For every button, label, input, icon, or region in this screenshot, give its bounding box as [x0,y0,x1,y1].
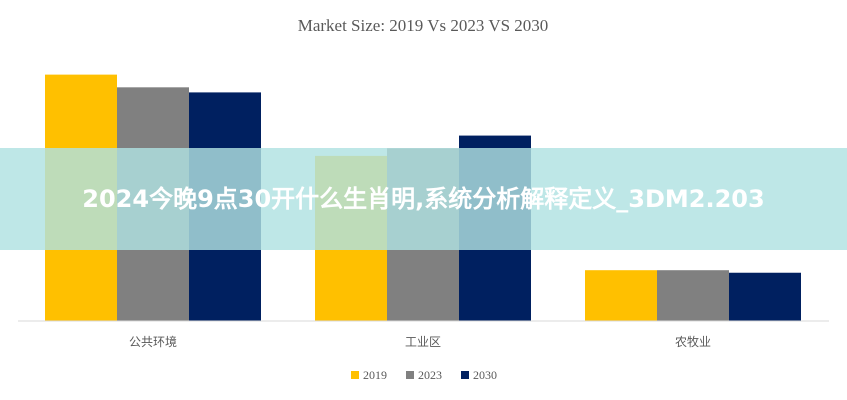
category-label: 工业区 [405,335,441,349]
overlay-banner: 2024今晚9点30开什么生肖明,系统分析解释定义_3DM2.203 [0,148,847,250]
legend-label-2019: 2019 [363,368,387,382]
chart-title: Market Size: 2019 Vs 2023 VS 2030 [298,16,549,35]
overlay-banner-text: 2024今晚9点30开什么生肖明,系统分析解释定义_3DM2.203 [82,185,765,213]
category-labels: 公共环境 工业区 农牧业 [129,334,711,349]
category-label: 农牧业 [675,335,711,349]
legend-label-2023: 2023 [418,368,442,382]
legend-swatch-2030 [461,371,469,379]
legend-label-2030: 2030 [473,368,497,382]
legend-swatch-2019 [351,371,359,379]
legend: 2019 2023 2030 [351,368,497,382]
bar-2019-3 [585,270,657,321]
bar-2023-3 [657,270,729,321]
category-label: 公共环境 [129,334,177,349]
bar-2030-3 [729,272,801,321]
legend-swatch-2023 [406,371,414,379]
